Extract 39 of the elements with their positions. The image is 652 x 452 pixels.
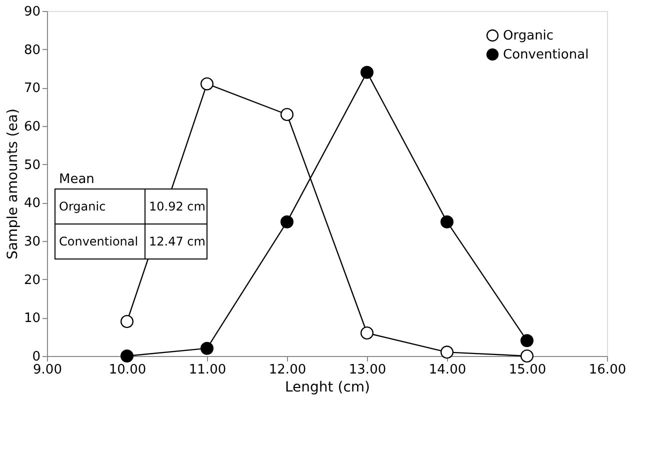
legend-label: Conventional: [503, 48, 589, 62]
x-axis-title: Lenght (cm): [285, 380, 370, 396]
x-tick-label: 10.00: [108, 362, 146, 378]
annotation: Mean: [59, 172, 94, 187]
point: [360, 326, 374, 340]
y-tick-label: 60: [24, 120, 40, 134]
annotation: Organic: [59, 200, 106, 214]
point: [200, 77, 214, 90]
point: [520, 349, 534, 363]
x-tick-label: 14.00: [428, 362, 466, 378]
x-tick-label: 12.00: [268, 362, 306, 378]
point: [280, 108, 294, 122]
x-tick-label: 9.00: [33, 362, 62, 378]
annotation: Conventional: [59, 234, 138, 248]
point: [520, 334, 534, 348]
y-tick-label: 50: [24, 158, 40, 173]
x-tick-label: 11.00: [188, 362, 226, 378]
legend-label: Organic: [503, 28, 554, 44]
y-tick-label: 90: [24, 4, 40, 20]
point: [120, 349, 134, 363]
point: [440, 215, 454, 228]
annotation: 12.47 cm: [149, 234, 206, 248]
x-tick-label: 13.00: [348, 362, 386, 378]
y-tick-label: 10: [24, 311, 40, 326]
point: [200, 342, 214, 355]
y-tick-label: 0: [32, 350, 40, 364]
point: [280, 215, 294, 228]
x-tick-label: 15.00: [508, 362, 546, 378]
y-tick-label: 20: [24, 272, 40, 288]
point: [360, 66, 374, 79]
point: [440, 346, 454, 359]
y-tick-label: 70: [24, 81, 40, 96]
point: [120, 314, 134, 328]
y-tick-label: 30: [24, 234, 40, 250]
x-tick-label: 16.00: [588, 362, 626, 378]
y-tick-label: 80: [24, 42, 40, 58]
y-tick-label: 40: [24, 196, 40, 212]
y-axis-title: Sample amounts (ea): [4, 108, 21, 260]
annotation: 10.92 cm: [149, 200, 206, 214]
